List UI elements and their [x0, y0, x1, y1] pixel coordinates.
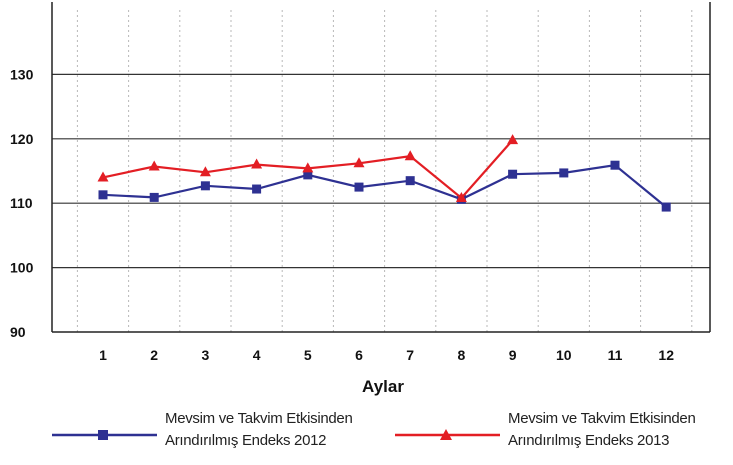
x-tick-label-4: 4 [253, 347, 261, 363]
series-0-point-4 [252, 184, 262, 194]
series-1-point-6 [353, 157, 365, 168]
x-tick-label-10: 10 [556, 347, 572, 363]
series-1-point-5 [302, 162, 314, 173]
series-1-point-7 [404, 150, 416, 161]
legend-label-2013-line1: Mevsim ve Takvim Etkisinden [508, 410, 696, 427]
series-0-point-7 [405, 176, 415, 186]
x-tick-label-2: 2 [150, 347, 158, 363]
legend-swatch-2012 [52, 425, 157, 445]
legend-item-2013: Mevsim ve Takvim Etkisinden Arındırılmış… [395, 408, 696, 452]
series-0-point-6 [354, 182, 364, 192]
series-0-point-10 [559, 168, 569, 178]
legend-label-2012-line1: Mevsim ve Takvim Etkisinden [165, 410, 353, 427]
series-0-point-11 [610, 160, 620, 170]
y-tick-labels: 90 100 110 120 130 [10, 66, 34, 340]
series-1-point-4 [251, 158, 263, 169]
y-tick-label-90: 90 [10, 324, 26, 340]
x-tick-label-1: 1 [99, 347, 107, 363]
y-tick-label-100: 100 [10, 260, 34, 276]
series-1-point-3 [199, 166, 211, 177]
x-tick-label-11: 11 [608, 347, 623, 363]
legend-label-2012: Mevsim ve Takvim Etkisinden Arındırılmış… [165, 408, 353, 452]
y-tick-label-120: 120 [10, 131, 34, 147]
x-tick-label-3: 3 [202, 347, 210, 363]
series-1 [97, 134, 519, 203]
x-axis-title: Aylar [362, 377, 404, 396]
legend-swatch-2013 [395, 425, 500, 445]
x-tick-label-5: 5 [304, 347, 312, 363]
series-1-point-2 [148, 160, 160, 171]
legend-item-2012: Mevsim ve Takvim Etkisinden Arındırılmış… [52, 408, 353, 452]
grid [52, 10, 710, 332]
axes [51, 2, 711, 333]
series-0-point-9 [508, 169, 518, 179]
legend-label-2013-line2: Arındırılmış Endeks 2013 [508, 432, 670, 449]
series-1-point-8 [455, 192, 467, 203]
series-0-point-12 [661, 202, 671, 212]
x-tick-label-7: 7 [406, 347, 414, 363]
x-tick-label-9: 9 [509, 347, 517, 363]
legend-label-2012-line2: Arındırılmış Endeks 2012 [165, 432, 327, 449]
series-0-point-2 [149, 192, 159, 202]
series-0-line [102, 164, 667, 208]
series-1-point-9 [507, 134, 519, 145]
series-1-point-1 [97, 171, 109, 182]
series-0-point-3 [200, 181, 210, 191]
x-tick-label-12: 12 [658, 347, 674, 363]
y-tick-label-130: 130 [10, 66, 34, 82]
x-tick-label-8: 8 [458, 347, 466, 363]
series-0-point-5 [303, 170, 313, 180]
series-0-point-1 [98, 190, 108, 200]
x-tick-labels: 1 2 3 4 5 6 7 8 9 10 11 12 [99, 347, 674, 363]
y-tick-label-110: 110 [10, 195, 33, 211]
legend-label-2013: Mevsim ve Takvim Etkisinden Arındırılmış… [508, 408, 696, 452]
x-tick-label-6: 6 [355, 347, 363, 363]
series [97, 134, 671, 212]
